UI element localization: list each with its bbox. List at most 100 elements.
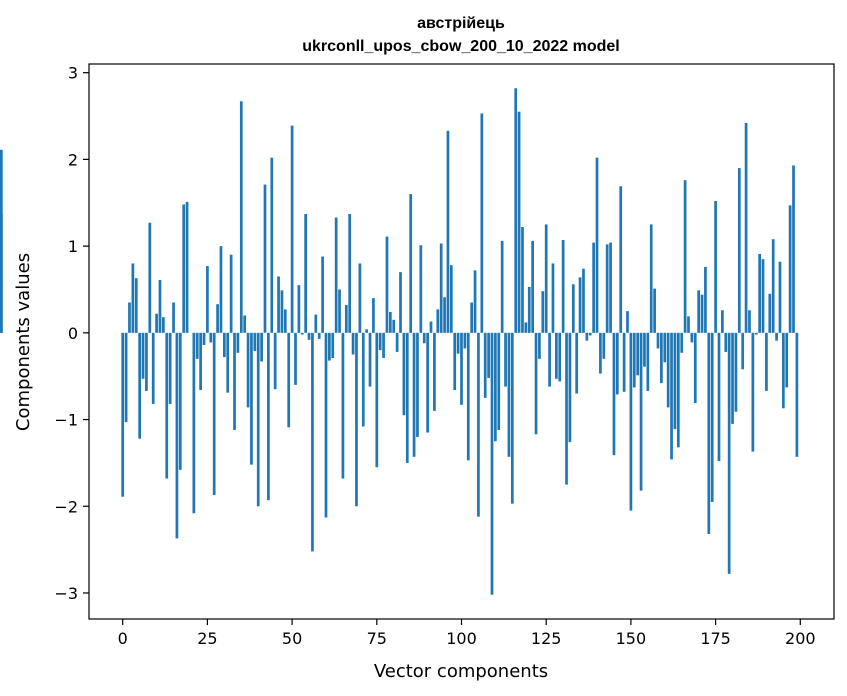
bar-73 bbox=[368, 332, 372, 387]
y-tick-label: −1 bbox=[54, 411, 78, 430]
bar-84 bbox=[405, 332, 409, 463]
bar-106 bbox=[480, 113, 484, 333]
bar-178 bbox=[724, 332, 728, 352]
bar-177 bbox=[721, 310, 724, 333]
bar-54 bbox=[304, 214, 308, 333]
bar-18 bbox=[182, 204, 186, 333]
bar-40 bbox=[256, 332, 260, 507]
chart-subtitle: ukrconll_upos_cbow_200_10_2022 model bbox=[302, 38, 619, 55]
bar-195 bbox=[782, 332, 785, 409]
bar-undefined bbox=[0, 149, 3, 333]
bar-28 bbox=[216, 304, 219, 333]
x-tick-label: 100 bbox=[446, 629, 477, 648]
bar-182 bbox=[737, 168, 741, 333]
bar-78 bbox=[385, 236, 389, 333]
bar-121 bbox=[531, 240, 534, 333]
bar-25 bbox=[206, 266, 209, 333]
bar-132 bbox=[568, 332, 572, 443]
bar-123 bbox=[538, 332, 541, 359]
bar-67 bbox=[348, 214, 352, 333]
bar-69 bbox=[355, 332, 358, 507]
y-tick-label: −3 bbox=[54, 584, 78, 603]
bar-52 bbox=[297, 285, 301, 333]
bar-167 bbox=[687, 316, 690, 333]
bar-130 bbox=[561, 240, 565, 333]
y-tick-label: 2 bbox=[68, 150, 78, 169]
bar-163 bbox=[673, 332, 677, 430]
bar-81 bbox=[395, 332, 399, 352]
bar-5 bbox=[138, 332, 141, 439]
bar-79 bbox=[389, 312, 392, 333]
bar-1 bbox=[124, 332, 128, 423]
bar-33 bbox=[233, 332, 236, 430]
x-tick-label: 150 bbox=[616, 629, 647, 648]
bar-114 bbox=[507, 332, 511, 457]
y-tick-label: 3 bbox=[68, 64, 78, 83]
bar-82 bbox=[399, 272, 402, 333]
bar-110 bbox=[494, 332, 497, 442]
chart-title: австрійець bbox=[417, 15, 505, 32]
bar-188 bbox=[758, 253, 761, 333]
bar-91 bbox=[429, 321, 433, 333]
bar-66 bbox=[344, 305, 348, 333]
bar-115 bbox=[510, 332, 514, 504]
x-tick-label: 75 bbox=[367, 629, 387, 648]
bar-41 bbox=[260, 332, 263, 362]
bar-53 bbox=[300, 332, 304, 335]
bar-35 bbox=[239, 101, 243, 333]
bar-100 bbox=[460, 332, 463, 405]
bar-series bbox=[0, 88, 799, 595]
y-tick-label: −2 bbox=[54, 497, 78, 516]
bar-72 bbox=[365, 329, 368, 333]
bar-140 bbox=[595, 157, 599, 333]
bar-23 bbox=[199, 332, 202, 391]
bar-144 bbox=[609, 242, 612, 333]
bar-116 bbox=[514, 88, 518, 333]
x-tick-label: 175 bbox=[700, 629, 731, 648]
bar-154 bbox=[643, 332, 646, 367]
x-axis: 0 25 50 75 100 125 150 175 200 bbox=[118, 619, 816, 648]
bar-113 bbox=[504, 332, 507, 387]
bar-172 bbox=[704, 266, 707, 333]
bar-65 bbox=[341, 332, 345, 479]
bar-42 bbox=[263, 184, 267, 333]
bar-112 bbox=[500, 240, 504, 333]
bar-60 bbox=[324, 332, 328, 518]
bar-152 bbox=[636, 332, 640, 376]
bar-3 bbox=[131, 263, 135, 333]
bar-119 bbox=[524, 322, 528, 333]
bar-88 bbox=[419, 245, 423, 333]
bar-49 bbox=[287, 332, 291, 428]
bar-24 bbox=[202, 332, 206, 345]
bar-11 bbox=[158, 279, 162, 333]
bar-194 bbox=[778, 261, 782, 333]
x-tick-label: 200 bbox=[785, 629, 816, 648]
bar-93 bbox=[436, 309, 440, 333]
bar-183 bbox=[741, 332, 745, 370]
y-tick-label: 1 bbox=[68, 237, 78, 256]
bar-90 bbox=[426, 332, 429, 433]
bar-181 bbox=[734, 332, 738, 412]
bar-162 bbox=[670, 332, 673, 460]
bar-109 bbox=[490, 332, 494, 595]
bar-16 bbox=[175, 332, 179, 539]
bar-12 bbox=[162, 317, 165, 333]
bar-180 bbox=[731, 332, 734, 424]
bar-127 bbox=[551, 263, 555, 333]
bar-186 bbox=[751, 332, 755, 452]
bar-96 bbox=[446, 130, 450, 333]
bar-117 bbox=[517, 111, 521, 333]
bar-197 bbox=[788, 205, 792, 333]
bar-71 bbox=[361, 332, 365, 427]
bar-31 bbox=[226, 332, 230, 393]
bar-134 bbox=[575, 332, 579, 394]
bar-57 bbox=[314, 314, 318, 333]
bar-22 bbox=[195, 332, 199, 359]
x-tick-label: 50 bbox=[282, 629, 302, 648]
bar-10 bbox=[155, 313, 158, 333]
bar-191 bbox=[768, 293, 772, 333]
bar-8 bbox=[148, 222, 152, 333]
bar-150 bbox=[629, 332, 633, 511]
bar-97 bbox=[449, 265, 453, 333]
bar-198 bbox=[792, 165, 795, 333]
